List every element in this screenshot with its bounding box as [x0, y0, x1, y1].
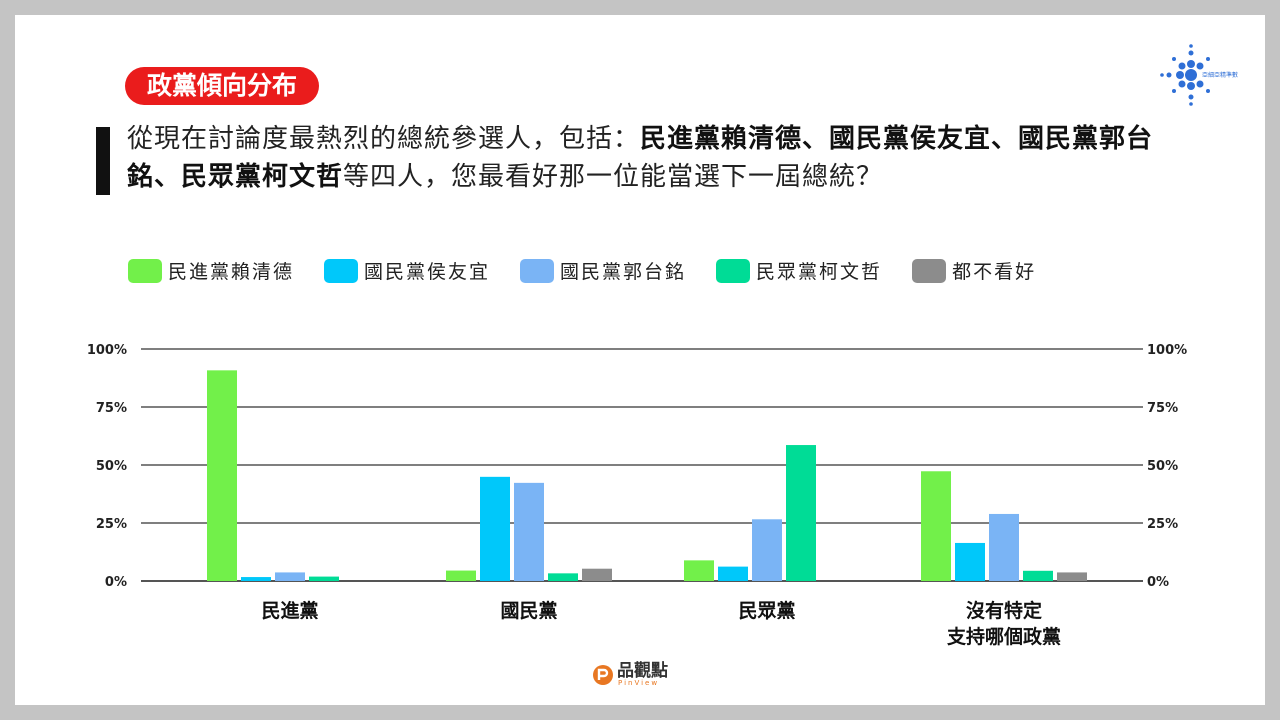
survey-question: 從現在討論度最熱烈的總統參選人，包括：民進黨賴清德、國民黨侯友宜、國民黨郭台銘、…: [127, 120, 1207, 196]
y-tick-label-right: 50%: [1147, 459, 1178, 474]
pinview-logo-icon: [593, 665, 613, 685]
legend-swatch: [520, 258, 555, 283]
y-tick-label-right: 25%: [1147, 517, 1178, 532]
legend-swatch: [716, 258, 751, 283]
legend-label: 民進黨賴清德: [168, 261, 295, 283]
category-label: 民眾黨: [738, 599, 795, 622]
legend-swatch: [128, 258, 162, 283]
legend-label: 民眾黨柯文哲: [756, 261, 883, 283]
brand-sub: PinView: [618, 679, 660, 687]
bar-1-3: [955, 542, 985, 581]
bar-3-0: [309, 576, 339, 581]
bar-1-1: [480, 476, 510, 581]
legend-label: 國民黨郭台銘: [560, 261, 687, 283]
question-text-before: 從現在討論度最熱烈的總統參選人，包括：: [127, 124, 641, 154]
svg-text:亞細亞精準數據: 亞細亞精準數據: [1202, 71, 1238, 79]
brand-logo: 品觀點 PinView: [592, 663, 668, 687]
legend-item-kmt-gou: 國民黨郭台銘: [520, 257, 686, 284]
category-label: 沒有特定: [966, 599, 1042, 622]
bar-3-3: [1023, 570, 1053, 581]
category-label: 國民黨: [500, 599, 557, 622]
question-candidates: 民進黨賴清德、國民黨侯友宜、國民黨郭台銘、民眾黨柯文哲: [127, 124, 1154, 192]
y-tick-label-left: 0%: [105, 575, 127, 590]
bar-2-1: [514, 482, 544, 581]
section-tag: 政黨傾向分布: [125, 67, 320, 105]
bar-1-2: [718, 566, 748, 581]
bar-0-0: [207, 370, 237, 581]
question-text-after: 等四人，您最看好那一位能當選下一屆總統？: [343, 162, 884, 192]
slide-card: 政黨傾向分布 亞細亞精準數據 從現在討論度最熱烈的總統參選人，包括：民進黨賴清德…: [15, 15, 1265, 705]
legend-swatch: [912, 258, 947, 283]
bar-1-0: [241, 577, 271, 581]
question-accent-bar: [96, 127, 110, 195]
company-logo-icon: 亞細亞精準數據: [1160, 44, 1238, 106]
y-tick-label-right: 100%: [1147, 343, 1187, 358]
y-tick-label-left: 100%: [87, 343, 127, 358]
legend-label: 都不看好: [952, 261, 1037, 283]
bar-0-2: [684, 560, 714, 581]
legend-item-none: 都不看好: [912, 257, 1036, 284]
legend-label: 國民黨侯友宜: [364, 261, 491, 283]
bar-2-2: [752, 519, 782, 581]
bar-0-1: [446, 570, 476, 581]
bar-3-2: [786, 445, 816, 581]
legend-item-dpp-lai: 民進黨賴清德: [128, 257, 294, 284]
bar-chart: 0% 0% 25% 25% 50% 50% 75% 75% 100% 100% 民進黨 國民黨 民眾黨 沒…: [87, 343, 1187, 648]
bar-2-3: [989, 513, 1019, 581]
bar-2-0: [275, 572, 305, 581]
category-label: 支持哪個政黨: [946, 625, 1061, 648]
legend-item-kmt-hou: 國民黨侯友宜: [324, 257, 490, 284]
bar-3-1: [548, 573, 578, 581]
chart-legend: 民進黨賴清德 國民黨侯友宜 國民黨郭台銘 民眾黨柯文哲 都不看好: [128, 257, 1066, 284]
y-tick-label-right: 75%: [1147, 401, 1178, 416]
bar-4-1: [582, 568, 612, 581]
y-tick-label-left: 50%: [96, 459, 127, 474]
legend-swatch: [324, 258, 359, 283]
brand-name: 品觀點: [617, 661, 668, 681]
bar-4-3: [1057, 572, 1087, 581]
y-tick-label-right: 0%: [1147, 575, 1169, 590]
bar-0-3: [921, 471, 951, 581]
legend-item-tpp-ko: 民眾黨柯文哲: [716, 257, 882, 284]
y-tick-label-left: 75%: [96, 401, 127, 416]
category-label: 民進黨: [261, 599, 318, 622]
y-tick-label-left: 25%: [96, 517, 127, 532]
